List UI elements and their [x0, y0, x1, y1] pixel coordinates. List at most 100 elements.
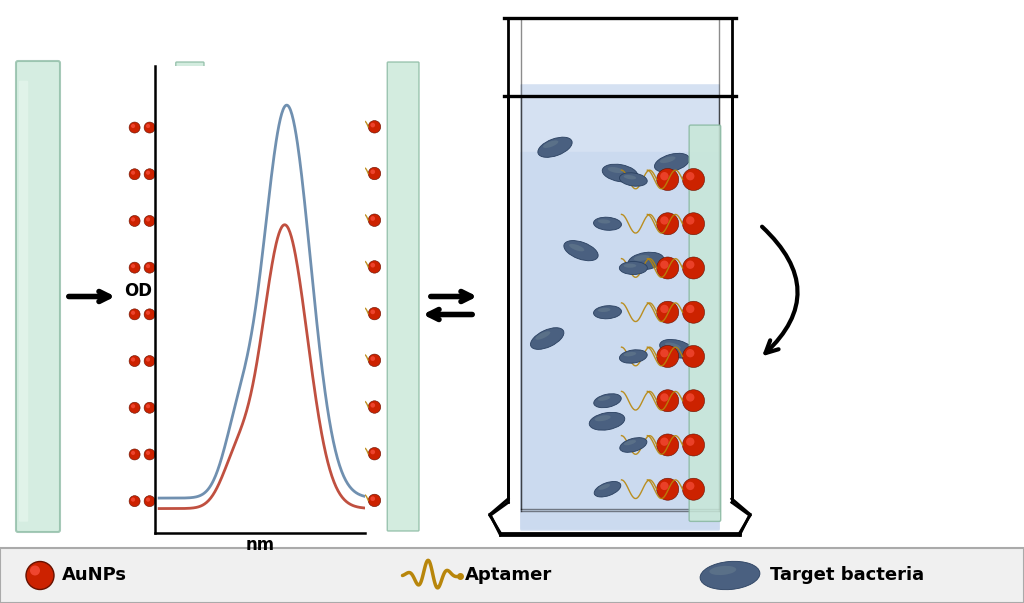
Circle shape: [146, 124, 151, 128]
Circle shape: [371, 169, 375, 174]
Text: =: =: [296, 280, 327, 314]
Circle shape: [146, 358, 151, 362]
Circle shape: [351, 308, 364, 320]
Circle shape: [336, 403, 341, 408]
Circle shape: [353, 356, 358, 361]
Circle shape: [159, 309, 170, 320]
Circle shape: [131, 171, 135, 175]
Circle shape: [353, 263, 358, 268]
Ellipse shape: [620, 438, 647, 452]
Circle shape: [656, 168, 679, 191]
Circle shape: [334, 494, 347, 507]
Text: Target bacteria: Target bacteria: [770, 566, 924, 584]
Ellipse shape: [598, 308, 610, 312]
Circle shape: [144, 169, 155, 180]
Circle shape: [144, 496, 155, 507]
Circle shape: [129, 309, 140, 320]
Circle shape: [131, 264, 135, 268]
Circle shape: [146, 404, 151, 408]
Circle shape: [336, 356, 341, 361]
Circle shape: [129, 496, 140, 507]
Circle shape: [334, 260, 347, 273]
Ellipse shape: [665, 343, 681, 349]
Circle shape: [371, 309, 375, 314]
Circle shape: [369, 167, 381, 180]
Circle shape: [159, 402, 170, 413]
Circle shape: [159, 449, 170, 460]
Ellipse shape: [543, 140, 558, 148]
Circle shape: [686, 482, 694, 490]
Circle shape: [686, 260, 694, 269]
Circle shape: [144, 215, 155, 227]
Circle shape: [336, 309, 341, 314]
Circle shape: [353, 403, 358, 408]
Text: AuNPs: AuNPs: [62, 566, 127, 584]
Ellipse shape: [536, 331, 550, 339]
Circle shape: [683, 390, 705, 412]
Circle shape: [161, 217, 165, 221]
Ellipse shape: [595, 415, 610, 421]
Circle shape: [159, 122, 170, 133]
Circle shape: [656, 434, 679, 456]
Circle shape: [351, 167, 364, 180]
Circle shape: [336, 216, 341, 221]
Circle shape: [131, 311, 135, 315]
Circle shape: [686, 305, 694, 313]
Circle shape: [656, 302, 679, 323]
Circle shape: [159, 356, 170, 367]
Circle shape: [353, 309, 358, 314]
Circle shape: [161, 171, 165, 175]
Circle shape: [351, 214, 364, 227]
Circle shape: [660, 349, 669, 358]
Ellipse shape: [659, 339, 694, 358]
Circle shape: [369, 260, 381, 273]
Ellipse shape: [538, 137, 572, 157]
Ellipse shape: [624, 352, 636, 356]
Ellipse shape: [624, 440, 636, 445]
Circle shape: [683, 168, 705, 191]
Circle shape: [660, 216, 669, 225]
Ellipse shape: [564, 241, 598, 260]
Ellipse shape: [700, 561, 760, 590]
Circle shape: [146, 311, 151, 315]
Circle shape: [351, 260, 364, 273]
Circle shape: [131, 497, 135, 502]
FancyBboxPatch shape: [19, 81, 29, 522]
FancyBboxPatch shape: [0, 548, 1024, 603]
Ellipse shape: [594, 306, 622, 319]
Ellipse shape: [598, 219, 610, 224]
Circle shape: [334, 121, 347, 133]
Ellipse shape: [628, 252, 664, 270]
Ellipse shape: [598, 484, 610, 490]
Circle shape: [144, 309, 155, 320]
Circle shape: [353, 169, 358, 174]
Ellipse shape: [620, 262, 647, 274]
Circle shape: [683, 478, 705, 500]
Circle shape: [129, 122, 140, 133]
Ellipse shape: [594, 481, 621, 497]
Circle shape: [683, 434, 705, 456]
Circle shape: [371, 403, 375, 408]
Circle shape: [334, 447, 347, 460]
Circle shape: [656, 478, 679, 500]
Circle shape: [336, 169, 341, 174]
Circle shape: [683, 213, 705, 235]
Circle shape: [161, 404, 165, 408]
Circle shape: [334, 401, 347, 413]
Circle shape: [26, 561, 54, 590]
Circle shape: [334, 308, 347, 320]
Circle shape: [660, 482, 669, 490]
Circle shape: [371, 450, 375, 454]
Ellipse shape: [569, 244, 585, 251]
Circle shape: [336, 450, 341, 454]
Circle shape: [161, 497, 165, 502]
Circle shape: [660, 305, 669, 313]
Circle shape: [371, 122, 375, 127]
FancyBboxPatch shape: [520, 152, 720, 529]
FancyBboxPatch shape: [16, 61, 60, 532]
Circle shape: [161, 264, 165, 268]
Circle shape: [351, 447, 364, 460]
Circle shape: [159, 262, 170, 273]
Ellipse shape: [598, 396, 610, 401]
Circle shape: [129, 262, 140, 273]
